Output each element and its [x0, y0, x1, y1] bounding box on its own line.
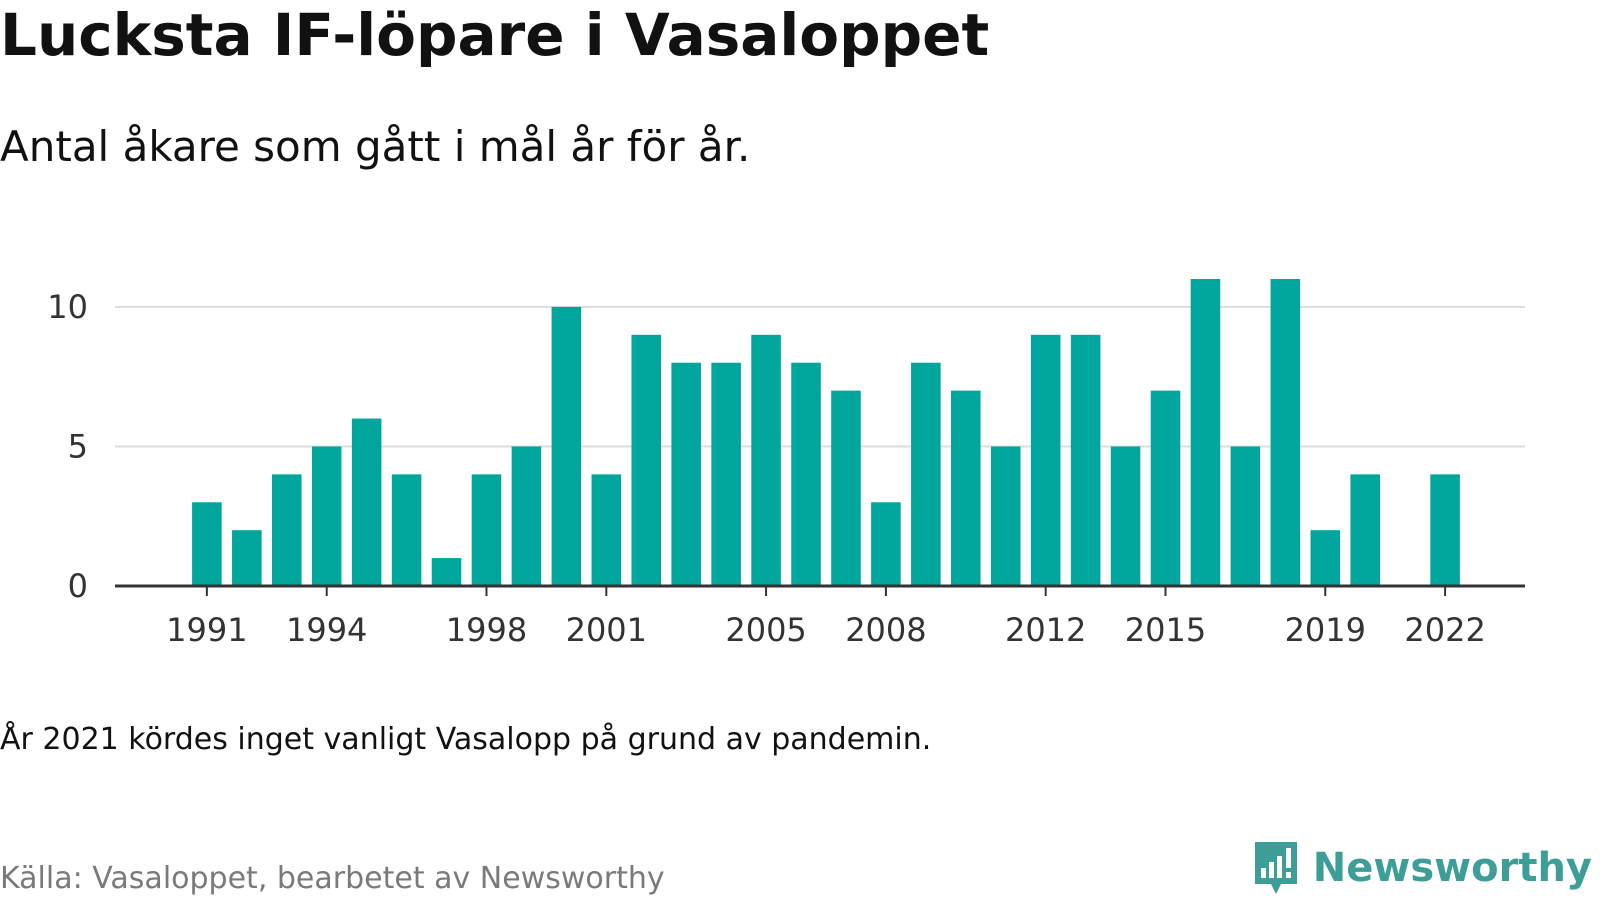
- bar-1991: [192, 502, 222, 586]
- bar-1996: [391, 474, 422, 586]
- bar-2019: [1310, 530, 1341, 586]
- source-credit: Källa: Vasaloppet, bearbetet av Newswort…: [0, 861, 665, 896]
- bar-2008: [871, 502, 901, 586]
- bar-2006: [791, 362, 821, 586]
- chart-subtitle: Antal åkare som gått i mål år för år.: [0, 122, 751, 171]
- x-tick-label: 2005: [725, 611, 806, 649]
- bar-2007: [831, 390, 861, 586]
- bar-2022: [1430, 474, 1460, 586]
- bar-2002: [631, 334, 662, 586]
- bar-2013: [1070, 334, 1101, 586]
- bar-2015: [1150, 390, 1181, 586]
- chart-note: År 2021 kördes inget vanligt Vasalopp på…: [0, 722, 932, 757]
- bar-2017: [1230, 446, 1261, 586]
- bar-2016: [1190, 279, 1221, 586]
- bar-chart: 1991 1994 1998 2001 2005 2008 2012 2015 2019 2022…: [47, 279, 1525, 649]
- y-axis-labels: 0 5 10: [47, 288, 88, 605]
- x-tick-label: 1994: [286, 611, 367, 649]
- bars: [192, 279, 1460, 586]
- bar-2014: [1110, 446, 1141, 586]
- x-tick-label: 1991: [166, 611, 247, 649]
- bar-1994: [311, 446, 342, 586]
- bar-2009: [911, 362, 941, 586]
- bar-1999: [511, 446, 542, 586]
- bar-2003: [671, 362, 701, 586]
- brand-name: Newsworthy: [1312, 845, 1592, 891]
- x-tick-label: 1998: [446, 611, 527, 649]
- bar-1995: [351, 418, 382, 586]
- bar-2012: [1030, 334, 1061, 586]
- bar-2020: [1350, 474, 1381, 586]
- bar-1997: [431, 558, 462, 586]
- bar-2001: [591, 474, 622, 586]
- newsworthy-logo-icon: [1254, 842, 1297, 894]
- bar-2018: [1270, 279, 1301, 586]
- x-tick-label: 2019: [1285, 611, 1366, 649]
- x-axis: 1991 1994 1998 2001 2005 2008 2012 2015 2019 2022: [115, 584, 1525, 649]
- x-tick-label: 2008: [845, 611, 926, 649]
- brand-logo: Newsworthy: [1251, 838, 1592, 898]
- bar-2011: [990, 446, 1021, 586]
- bar-1993: [271, 474, 302, 586]
- x-tick-label: 2015: [1125, 611, 1206, 649]
- bar-2010: [951, 390, 981, 586]
- bar-2004: [711, 362, 741, 586]
- bar-1998: [471, 474, 502, 586]
- bar-2000: [551, 306, 582, 586]
- x-tick-label: 2012: [1005, 611, 1086, 649]
- bar-1992: [232, 530, 262, 586]
- y-tick-label: 5: [68, 427, 88, 465]
- y-tick-label: 0: [68, 567, 88, 605]
- x-tick-label: 2022: [1404, 611, 1485, 649]
- chart-title: Lucksta IF-löpare i Vasaloppet: [0, 1, 990, 69]
- bar-2005: [751, 334, 781, 586]
- x-tick-label: 2001: [566, 611, 647, 649]
- y-tick-label: 10: [47, 288, 88, 326]
